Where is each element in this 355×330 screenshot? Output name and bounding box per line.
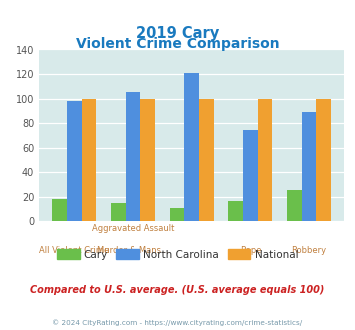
Bar bbox=[67, 101, 82, 221]
Bar bbox=[184, 73, 199, 221]
Bar bbox=[243, 130, 258, 221]
Bar bbox=[302, 112, 316, 221]
Text: Robbery: Robbery bbox=[291, 246, 327, 255]
Bar bbox=[228, 202, 243, 221]
Bar bbox=[140, 99, 155, 221]
Bar bbox=[258, 99, 272, 221]
Text: Rape: Rape bbox=[240, 246, 261, 255]
Text: Violent Crime Comparison: Violent Crime Comparison bbox=[76, 37, 279, 51]
Text: Compared to U.S. average. (U.S. average equals 100): Compared to U.S. average. (U.S. average … bbox=[30, 285, 325, 295]
Bar bbox=[52, 199, 67, 221]
Bar bbox=[170, 208, 184, 221]
Text: All Violent Crime: All Violent Crime bbox=[39, 246, 109, 255]
Bar bbox=[316, 99, 331, 221]
Text: Aggravated Assault: Aggravated Assault bbox=[92, 224, 174, 233]
Text: © 2024 CityRating.com - https://www.cityrating.com/crime-statistics/: © 2024 CityRating.com - https://www.city… bbox=[53, 319, 302, 326]
Bar bbox=[126, 92, 140, 221]
Text: Murder & Mans...: Murder & Mans... bbox=[97, 246, 169, 255]
Bar bbox=[287, 190, 302, 221]
Bar bbox=[111, 203, 126, 221]
Bar bbox=[82, 99, 96, 221]
Bar bbox=[199, 99, 214, 221]
Legend: Cary, North Carolina, National: Cary, North Carolina, National bbox=[53, 245, 302, 264]
Text: 2019 Cary: 2019 Cary bbox=[136, 26, 219, 41]
